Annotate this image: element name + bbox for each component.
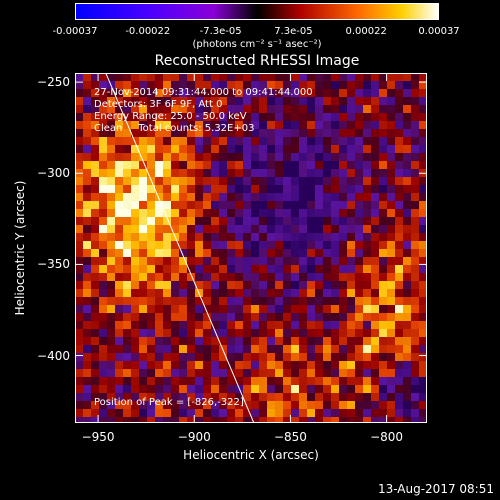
colorbar xyxy=(75,3,439,20)
x-tick-label: −900 xyxy=(177,430,211,444)
colorbar-tick-label: 0.00022 xyxy=(345,26,387,37)
footer-timestamp: 13-Aug-2017 08:51 xyxy=(377,482,494,496)
colorbar-tick-label: -0.00022 xyxy=(125,26,171,37)
colorbar-gradient xyxy=(76,4,438,19)
x-axis-label: Heliocentric X (arcsec) xyxy=(183,448,319,462)
x-tick-label: −950 xyxy=(81,430,115,444)
info-detectors: Detectors: 3F 6F 9F, Att 0 xyxy=(94,99,223,110)
solar-limb-line xyxy=(105,73,255,423)
chart-title: Reconstructed RHESSI Image xyxy=(154,53,360,69)
peak-position-label: Position of Peak = [-826,-322] xyxy=(94,397,244,408)
y-tick-label: −350 xyxy=(37,257,70,272)
plot-area xyxy=(75,73,427,423)
y-tick-label: −300 xyxy=(37,166,70,181)
y-tick-label: −400 xyxy=(37,348,70,363)
x-tick-label: −850 xyxy=(273,430,307,444)
colorbar-units: (photons cm⁻² s⁻¹ asec⁻²) xyxy=(192,39,322,50)
colorbar-tick-label: 7.3e-05 xyxy=(274,26,313,37)
info-method-counts: Clean Total counts: 5.32E+03 xyxy=(94,123,255,134)
info-energy-range: Energy Range: 25.0 - 50.0 keV xyxy=(94,111,247,122)
colorbar-tick-label: -7.3e-05 xyxy=(199,26,242,37)
x-tick-label: −800 xyxy=(370,430,404,444)
colorbar-tick-label: 0.00037 xyxy=(418,26,460,37)
y-axis-label: Heliocentric Y (arcsec) xyxy=(13,180,27,316)
heatmap-image xyxy=(75,73,427,423)
y-tick-label: −250 xyxy=(37,75,70,90)
colorbar-tick-label: -0.00037 xyxy=(52,26,98,37)
info-time-range: 27-Nov-2014 09:31:44.000 to 09:41:44.000 xyxy=(94,87,313,98)
